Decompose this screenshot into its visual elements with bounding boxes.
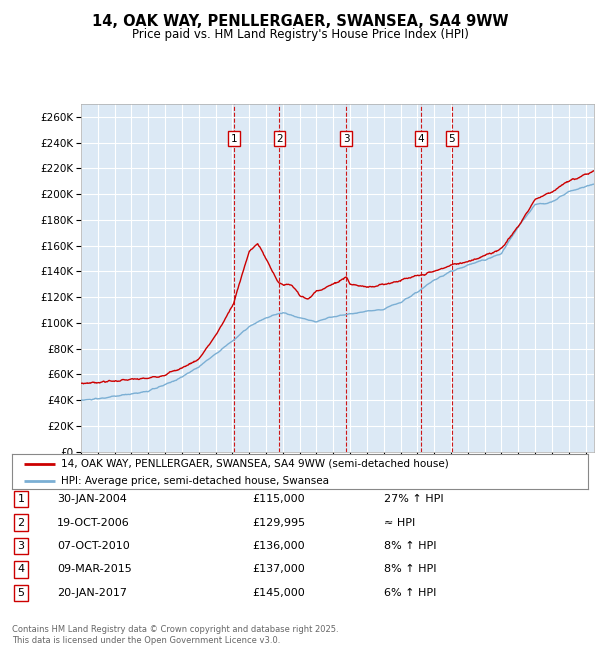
Text: 8% ↑ HPI: 8% ↑ HPI (384, 564, 437, 575)
Text: 2: 2 (276, 134, 283, 144)
Text: 19-OCT-2006: 19-OCT-2006 (57, 517, 130, 528)
Text: 07-OCT-2010: 07-OCT-2010 (57, 541, 130, 551)
Text: 8% ↑ HPI: 8% ↑ HPI (384, 541, 437, 551)
Text: £137,000: £137,000 (252, 564, 305, 575)
Text: 20-JAN-2017: 20-JAN-2017 (57, 588, 127, 598)
Text: £145,000: £145,000 (252, 588, 305, 598)
Text: 2: 2 (17, 517, 25, 528)
Text: 14, OAK WAY, PENLLERGAER, SWANSEA, SA4 9WW: 14, OAK WAY, PENLLERGAER, SWANSEA, SA4 9… (92, 14, 508, 29)
Text: Contains HM Land Registry data © Crown copyright and database right 2025.
This d: Contains HM Land Registry data © Crown c… (12, 625, 338, 645)
Text: 1: 1 (230, 134, 237, 144)
Text: 27% ↑ HPI: 27% ↑ HPI (384, 494, 443, 504)
Text: 3: 3 (343, 134, 350, 144)
Text: 1: 1 (17, 494, 25, 504)
Text: 5: 5 (449, 134, 455, 144)
Text: HPI: Average price, semi-detached house, Swansea: HPI: Average price, semi-detached house,… (61, 476, 329, 486)
Text: £136,000: £136,000 (252, 541, 305, 551)
Text: 4: 4 (17, 564, 25, 575)
Text: 3: 3 (17, 541, 25, 551)
Text: ≈ HPI: ≈ HPI (384, 517, 415, 528)
Text: 09-MAR-2015: 09-MAR-2015 (57, 564, 132, 575)
Text: £115,000: £115,000 (252, 494, 305, 504)
Text: £129,995: £129,995 (252, 517, 305, 528)
Text: 30-JAN-2004: 30-JAN-2004 (57, 494, 127, 504)
Text: 5: 5 (17, 588, 25, 598)
Text: Price paid vs. HM Land Registry's House Price Index (HPI): Price paid vs. HM Land Registry's House … (131, 28, 469, 41)
Text: 14, OAK WAY, PENLLERGAER, SWANSEA, SA4 9WW (semi-detached house): 14, OAK WAY, PENLLERGAER, SWANSEA, SA4 9… (61, 459, 449, 469)
Text: 6% ↑ HPI: 6% ↑ HPI (384, 588, 436, 598)
Text: 4: 4 (417, 134, 424, 144)
